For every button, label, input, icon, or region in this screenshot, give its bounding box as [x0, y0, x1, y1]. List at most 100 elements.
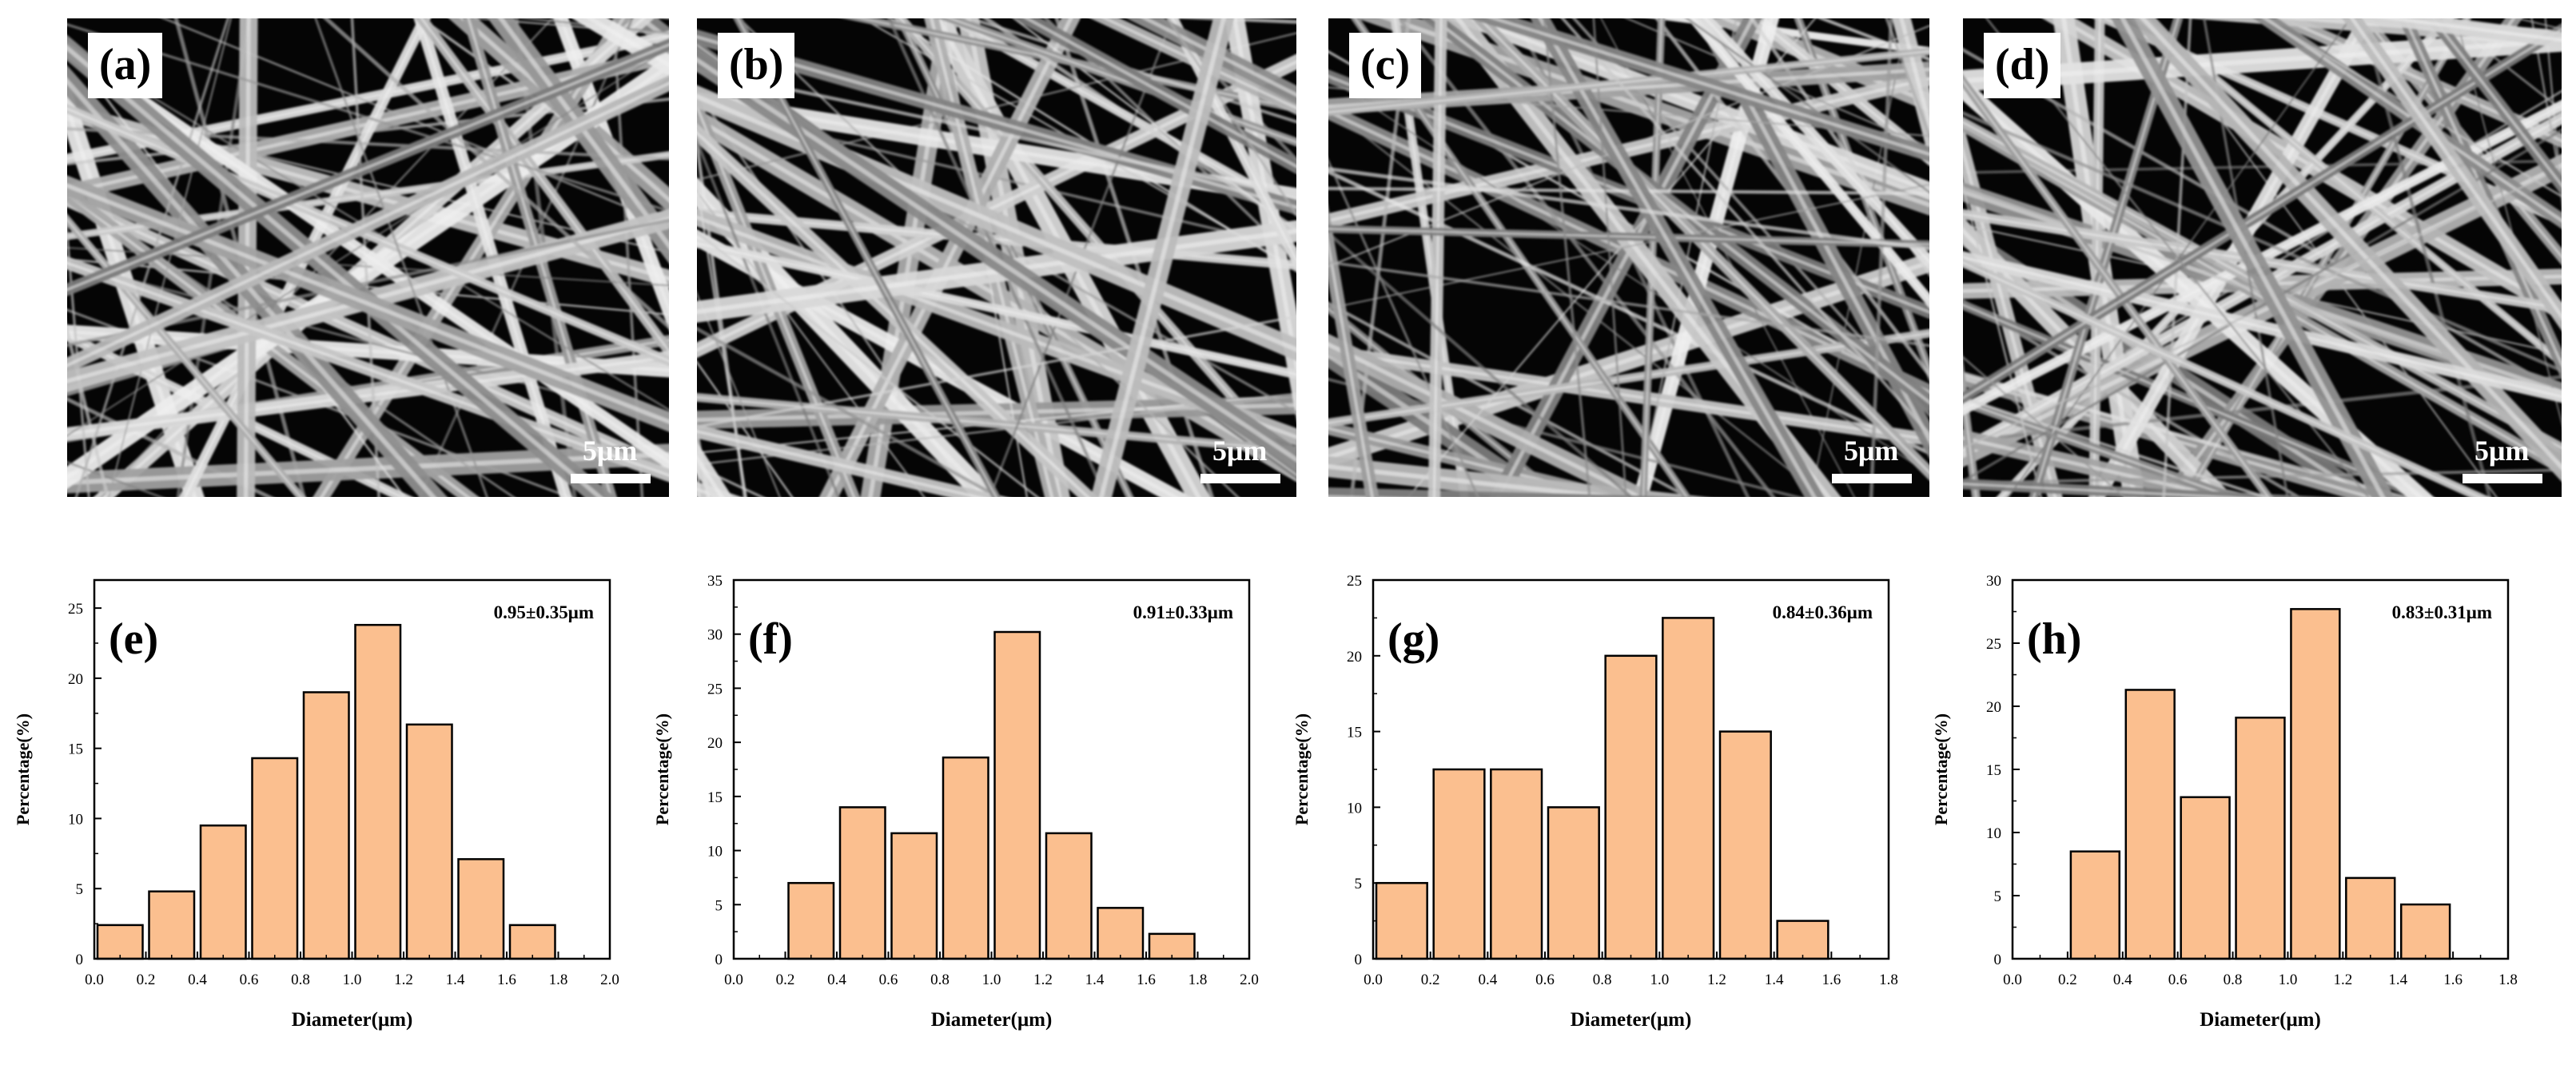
y-tick-label: 25 [1347, 573, 1362, 590]
y-tick-label: 25 [707, 681, 723, 697]
scale-label-a: 5μm [583, 435, 638, 467]
scale-label-b: 5μm [1212, 435, 1268, 467]
panel-label-b: (b) [718, 33, 795, 98]
y-tick-label: 10 [1347, 800, 1362, 817]
x-tick-label: 1.4 [2388, 972, 2407, 988]
y-tick-label: 0 [715, 952, 723, 968]
x-tick-label: 0.4 [827, 972, 846, 988]
panel-label-c: (c) [1349, 33, 1422, 98]
sem-panel-b: (b) 5μm [697, 18, 1296, 497]
x-tick-label: 2.0 [600, 972, 619, 988]
x-tick-label: 0.6 [1535, 972, 1555, 988]
scale-bar-d [2463, 474, 2542, 483]
x-tick-label: 1.6 [1822, 972, 1841, 988]
panel-label-d: (d) [1984, 33, 2061, 98]
y-tick-label: 30 [707, 627, 723, 644]
x-tick-label: 1.4 [1085, 972, 1105, 988]
histogram-bar [508, 924, 556, 960]
y-tick-label: 5 [715, 897, 723, 914]
x-tick-label: 0.0 [1364, 972, 1383, 988]
histogram-e-svg: 0.0 0.2 0.4 0.6 0.8 1.0 1.2 1.4 1.6 1.8 2.0 0 5 10 15 2… [13, 578, 619, 1031]
histogram-bar [96, 924, 144, 960]
x-axis-title: Diameter(μm) [931, 1009, 1053, 1031]
x-tick-label: 0.6 [240, 972, 259, 988]
x-tick-label: 0.2 [776, 972, 795, 988]
panel-label: (g) [1388, 614, 1439, 664]
x-axis-title: Diameter(μm) [292, 1009, 413, 1031]
y-tick-label: 0 [1355, 952, 1363, 968]
histogram-bar [1097, 907, 1145, 960]
panel-label-a: (a) [88, 33, 163, 98]
x-axis-title: Diameter(μm) [2200, 1009, 2321, 1031]
histogram-g-svg: 0.0 0.2 0.4 0.6 0.8 1.0 1.2 1.4 1.6 1.8 0 5 10 15 20 25… [1292, 573, 1898, 1031]
x-tick-label: 0.8 [291, 972, 310, 988]
y-tick-label: 15 [68, 741, 83, 758]
y-tick-label: 10 [1986, 825, 2001, 842]
fiber-network-b [697, 18, 1296, 497]
x-tick-label: 0.4 [2113, 972, 2132, 988]
y-axis-title: Percentage(%) [1292, 713, 1312, 825]
histogram-bar [2180, 796, 2231, 960]
y-tick-label: 5 [1355, 876, 1363, 892]
y-tick-label: 15 [707, 789, 723, 806]
histogram-bar [354, 623, 402, 960]
histogram-bar [1148, 932, 1196, 960]
y-axis-title: Percentage(%) [1931, 713, 1951, 825]
x-tick-label: 0.4 [188, 972, 207, 988]
panel-label: (h) [2027, 614, 2081, 664]
x-tick-label: 1.2 [394, 972, 413, 988]
histogram-bar [993, 630, 1041, 960]
histogram-bar [942, 756, 989, 960]
x-tick-label: 1.8 [1879, 972, 1898, 988]
histogram-bar [1432, 768, 1486, 960]
x-tick-label: 1.8 [2498, 972, 2518, 988]
histogram-bar [251, 757, 299, 960]
x-tick-label: 1.0 [982, 972, 1001, 988]
histogram-bar [302, 691, 350, 960]
x-tick-label: 1.2 [2333, 972, 2352, 988]
histogram-f: 0.0 0.2 0.4 0.6 0.8 1.0 1.2 1.4 1.6 1.8 2.0 0 5 10 15 2… [639, 551, 1279, 1069]
histogram-h: 0.0 0.2 0.4 0.6 0.8 1.0 1.2 1.4 1.6 1.8 0 5 10 15 20 25… [1918, 551, 2576, 1069]
histogram-bar [2124, 689, 2176, 960]
histogram-f-svg: 0.0 0.2 0.4 0.6 0.8 1.0 1.2 1.4 1.6 1.8 2.0 0 5 10 15 2… [652, 573, 1259, 1031]
x-tick-label: 1.8 [1188, 972, 1208, 988]
y-tick-label: 5 [76, 881, 84, 898]
histogram-bar [1776, 920, 1829, 960]
x-tick-label: 1.2 [1707, 972, 1726, 988]
histogram-bar [2069, 850, 2121, 960]
sem-panel-d: (d) 5μm [1963, 18, 2562, 497]
histogram-g: 0.0 0.2 0.4 0.6 0.8 1.0 1.2 1.4 1.6 1.8 0 5 10 15 20 25… [1279, 551, 1918, 1069]
histogram-bar [890, 832, 938, 960]
histogram-bar [2399, 903, 2451, 960]
sem-panel-a: (a) 5μm [67, 18, 669, 497]
x-tick-label: 0.2 [1421, 972, 1440, 988]
diameter-annotation: 0.83±0.31μm [2392, 602, 2492, 622]
histogram-bar [1718, 730, 1772, 960]
histogram-bar [2290, 608, 2341, 960]
y-tick-label: 20 [68, 671, 83, 688]
x-tick-label: 0.6 [879, 972, 898, 988]
y-tick-label: 0 [76, 952, 84, 968]
x-tick-label: 0.4 [1478, 972, 1497, 988]
y-tick-label: 10 [707, 844, 723, 860]
y-tick-label: 10 [68, 811, 83, 828]
histogram-bar [148, 890, 196, 960]
x-tick-label: 1.6 [1137, 972, 1156, 988]
y-tick-label: 20 [1986, 699, 2001, 716]
scale-label-d: 5μm [2474, 435, 2530, 467]
histogram-e: 0.0 0.2 0.4 0.6 0.8 1.0 1.2 1.4 1.6 1.8 2.0 0 5 10 15 2… [0, 551, 639, 1069]
x-tick-label: 0.0 [85, 972, 104, 988]
x-tick-label: 1.4 [446, 972, 465, 988]
sem-panel-c: (c) 5μm [1328, 18, 1929, 497]
histogram-bar [1045, 832, 1093, 960]
x-tick-label: 1.0 [1650, 972, 1669, 988]
fiber-network-d [1963, 18, 2562, 497]
x-tick-label: 0.2 [137, 972, 156, 988]
y-tick-label: 0 [1994, 952, 2002, 968]
x-tick-label: 0.2 [2058, 972, 2077, 988]
panel-label: (f) [748, 614, 793, 664]
scale-label-c: 5μm [1844, 435, 1899, 467]
histogram-bar [1375, 881, 1428, 960]
histogram-bar [1604, 654, 1658, 960]
x-tick-label: 0.8 [2224, 972, 2243, 988]
